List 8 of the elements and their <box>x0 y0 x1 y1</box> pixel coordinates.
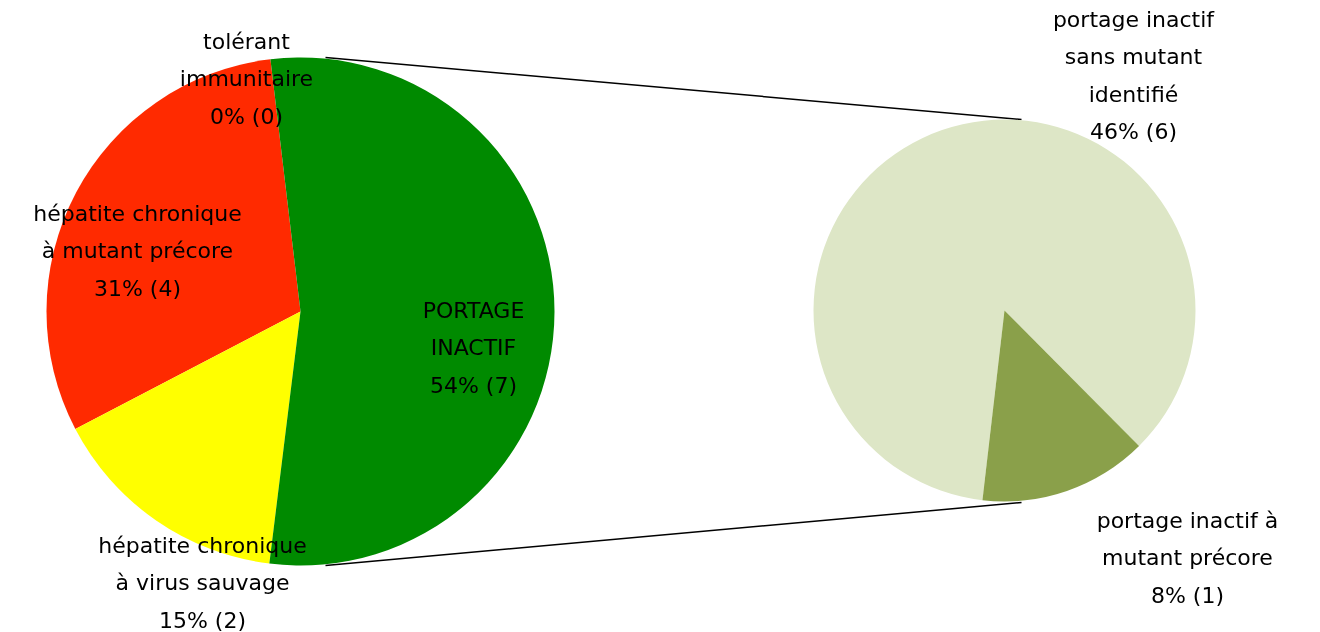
slice-label: portage inactif sans mutant identifié <box>1052 6 1216 107</box>
data-label: 15% (2) <box>158 607 247 632</box>
data-label: 46% (6) <box>1089 119 1178 145</box>
data-label: 54% (7) <box>429 372 518 398</box>
data-label: 8% (1) <box>1150 582 1225 608</box>
slice-label: PORTAGE INACTIF <box>422 297 525 360</box>
data-label: 31% (4) <box>93 275 182 301</box>
slice-label: portage inactif à mutant précore <box>1096 507 1279 570</box>
